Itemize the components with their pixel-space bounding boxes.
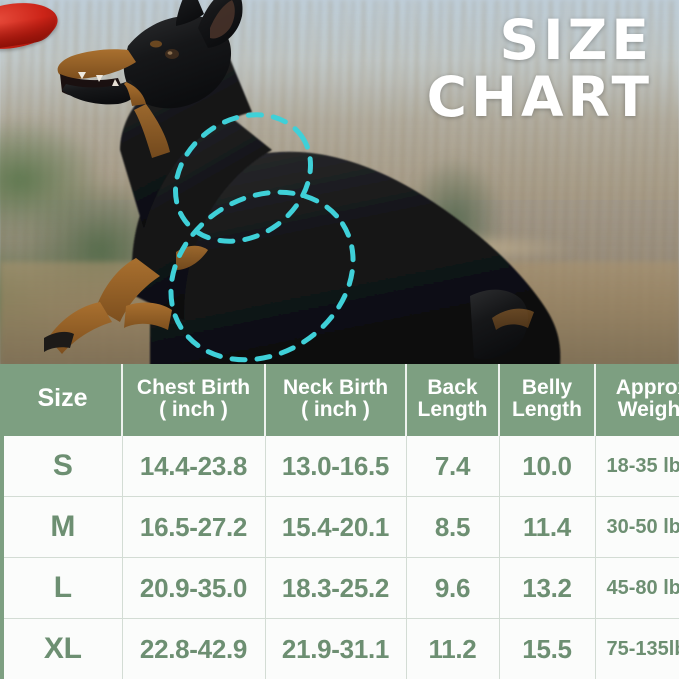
- column-header-belly-length: Belly Length: [499, 364, 596, 436]
- table-row: L 20.9-35.0 18.3-25.2 9.6 13.2 45-80 lbs: [4, 557, 679, 619]
- cell-chest: 16.5-27.2: [122, 496, 266, 558]
- cell-back-length: 8.5: [406, 496, 500, 558]
- cell-chest: 20.9-35.0: [122, 557, 266, 619]
- doberman-dog: [44, 0, 561, 366]
- dog-front-legs: [44, 258, 172, 354]
- column-header-neck: Neck Birth ( inch ): [265, 364, 407, 436]
- page-title: SIZE CHART: [426, 8, 653, 130]
- cell-neck: 18.3-25.2: [265, 557, 407, 619]
- column-header-chest-line1: Chest Birth: [136, 376, 251, 400]
- column-header-neck-line1: Neck Birth: [282, 376, 389, 400]
- table-row: M 16.5-27.2 15.4-20.1 8.5 11.4 30-50 lbs: [4, 496, 679, 558]
- column-header-back-line1: Back: [427, 376, 478, 400]
- column-header-chest-line2: ( inch ): [159, 398, 228, 421]
- column-header-back-length: Back Length: [406, 364, 500, 436]
- cell-size: XL: [4, 618, 123, 679]
- title-line-1: SIZE: [499, 8, 653, 72]
- size-table: Size Chest Birth ( inch ) Neck Birth ( i…: [4, 364, 679, 679]
- column-header-back-line2: Length: [417, 398, 488, 421]
- column-header-weight-line1: Approx: [615, 376, 679, 400]
- cell-chest: 14.4-23.8: [122, 436, 266, 497]
- dog-hindquarters: [470, 289, 534, 360]
- cell-chest: 22.8-42.9: [122, 618, 266, 679]
- hero-photo: SIZE CHART: [0, 0, 679, 366]
- column-header-size: Size: [4, 364, 123, 436]
- cell-approx-weight: 18-35 lbs: [595, 436, 679, 497]
- column-header-weight-line2: Weight: [617, 398, 679, 421]
- size-table-head: Size Chest Birth ( inch ) Neck Birth ( i…: [4, 364, 679, 436]
- measurement-guides: [168, 112, 356, 363]
- size-table-container: Size Chest Birth ( inch ) Neck Birth ( i…: [0, 364, 679, 679]
- column-header-chest: Chest Birth ( inch ): [122, 364, 266, 436]
- neck-girth-guide: [173, 112, 313, 244]
- cell-belly-length: 10.0: [499, 436, 596, 497]
- dog-head: [57, 0, 243, 270]
- cell-neck: 13.0-16.5: [265, 436, 407, 497]
- cell-approx-weight: 75-135lbs: [595, 618, 679, 679]
- cell-neck: 15.4-20.1: [265, 496, 407, 558]
- column-header-approx-weight: Approx Weight: [595, 364, 679, 436]
- title-line-2: CHART: [426, 65, 653, 130]
- column-header-belly-line2: Length: [512, 398, 582, 421]
- column-header-neck-line2: ( inch ): [301, 398, 370, 421]
- cell-approx-weight: 45-80 lbs: [595, 557, 679, 619]
- cell-belly-length: 11.4: [499, 496, 596, 558]
- cell-back-length: 11.2: [406, 618, 500, 679]
- column-header-size-line1: Size: [37, 384, 88, 413]
- cell-belly-length: 13.2: [499, 557, 596, 619]
- table-row: XL 22.8-42.9 21.9-31.1 11.2 15.5 75-135l…: [4, 618, 679, 679]
- column-header-belly-line1: Belly: [521, 376, 573, 400]
- cell-size: S: [4, 436, 123, 497]
- table-header-row: Size Chest Birth ( inch ) Neck Birth ( i…: [4, 364, 679, 436]
- cell-neck: 21.9-31.1: [265, 618, 407, 679]
- table-row: S 14.4-23.8 13.0-16.5 7.4 10.0 18-35 lbs: [4, 436, 679, 497]
- cell-size: M: [4, 496, 123, 558]
- cell-approx-weight: 30-50 lbs: [595, 496, 679, 558]
- size-table-body: S 14.4-23.8 13.0-16.5 7.4 10.0 18-35 lbs…: [4, 436, 679, 679]
- cell-size: L: [4, 557, 123, 619]
- chest-girth-guide: [168, 189, 356, 363]
- cell-back-length: 9.6: [406, 557, 500, 619]
- cell-belly-length: 15.5: [499, 618, 596, 679]
- cell-back-length: 7.4: [406, 436, 500, 497]
